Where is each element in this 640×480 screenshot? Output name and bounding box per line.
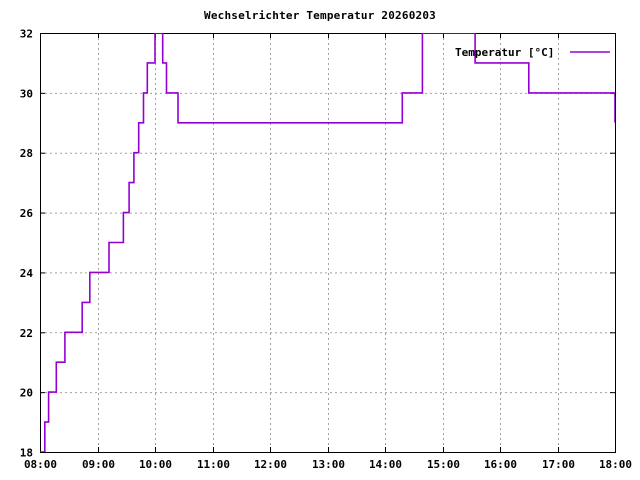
x-axis-tick-label: 11:00 <box>197 458 230 471</box>
x-axis-tick-label: 08:00 <box>24 458 57 471</box>
data-series-layer <box>40 33 615 452</box>
y-axis-tick-label: 28 <box>20 147 33 160</box>
x-axis-tick-label: 17:00 <box>542 458 575 471</box>
y-axis-tick-label: 30 <box>20 87 33 100</box>
x-axis-tick-label: 10:00 <box>139 458 172 471</box>
axis-ticks <box>40 33 616 453</box>
x-axis-tick-label: 15:00 <box>427 458 460 471</box>
legend-label: Temperatur [°C] <box>455 46 554 59</box>
legend: Temperatur [°C] <box>455 46 610 59</box>
y-axis-tick-labels: 18 20 22 24 26 28 30 32 <box>20 28 34 460</box>
series-line-temperatur <box>40 33 615 452</box>
x-axis-tick-label: 16:00 <box>484 458 517 471</box>
page-title: Wechselrichter Temperatur 20260203 <box>204 9 436 22</box>
x-axis-tick-label: 13:00 <box>312 458 345 471</box>
y-axis-tick-label: 26 <box>20 207 34 220</box>
y-axis-tick-label: 18 <box>20 447 33 460</box>
y-axis-tick-label: 20 <box>20 387 33 400</box>
grid-lines <box>40 33 615 452</box>
x-axis-tick-label: 14:00 <box>369 458 402 471</box>
y-axis-tick-label: 24 <box>20 267 34 280</box>
x-axis-tick-labels: 08:00 09:00 10:00 11:00 12:00 13:00 14:00 15:00… <box>24 458 632 471</box>
x-axis-tick-label: 18:00 <box>599 458 632 471</box>
y-axis-tick-label: 32 <box>20 28 33 41</box>
x-axis-tick-label: 09:00 <box>82 458 115 471</box>
y-axis-tick-label: 22 <box>20 327 33 340</box>
x-axis-tick-label: 12:00 <box>254 458 287 471</box>
